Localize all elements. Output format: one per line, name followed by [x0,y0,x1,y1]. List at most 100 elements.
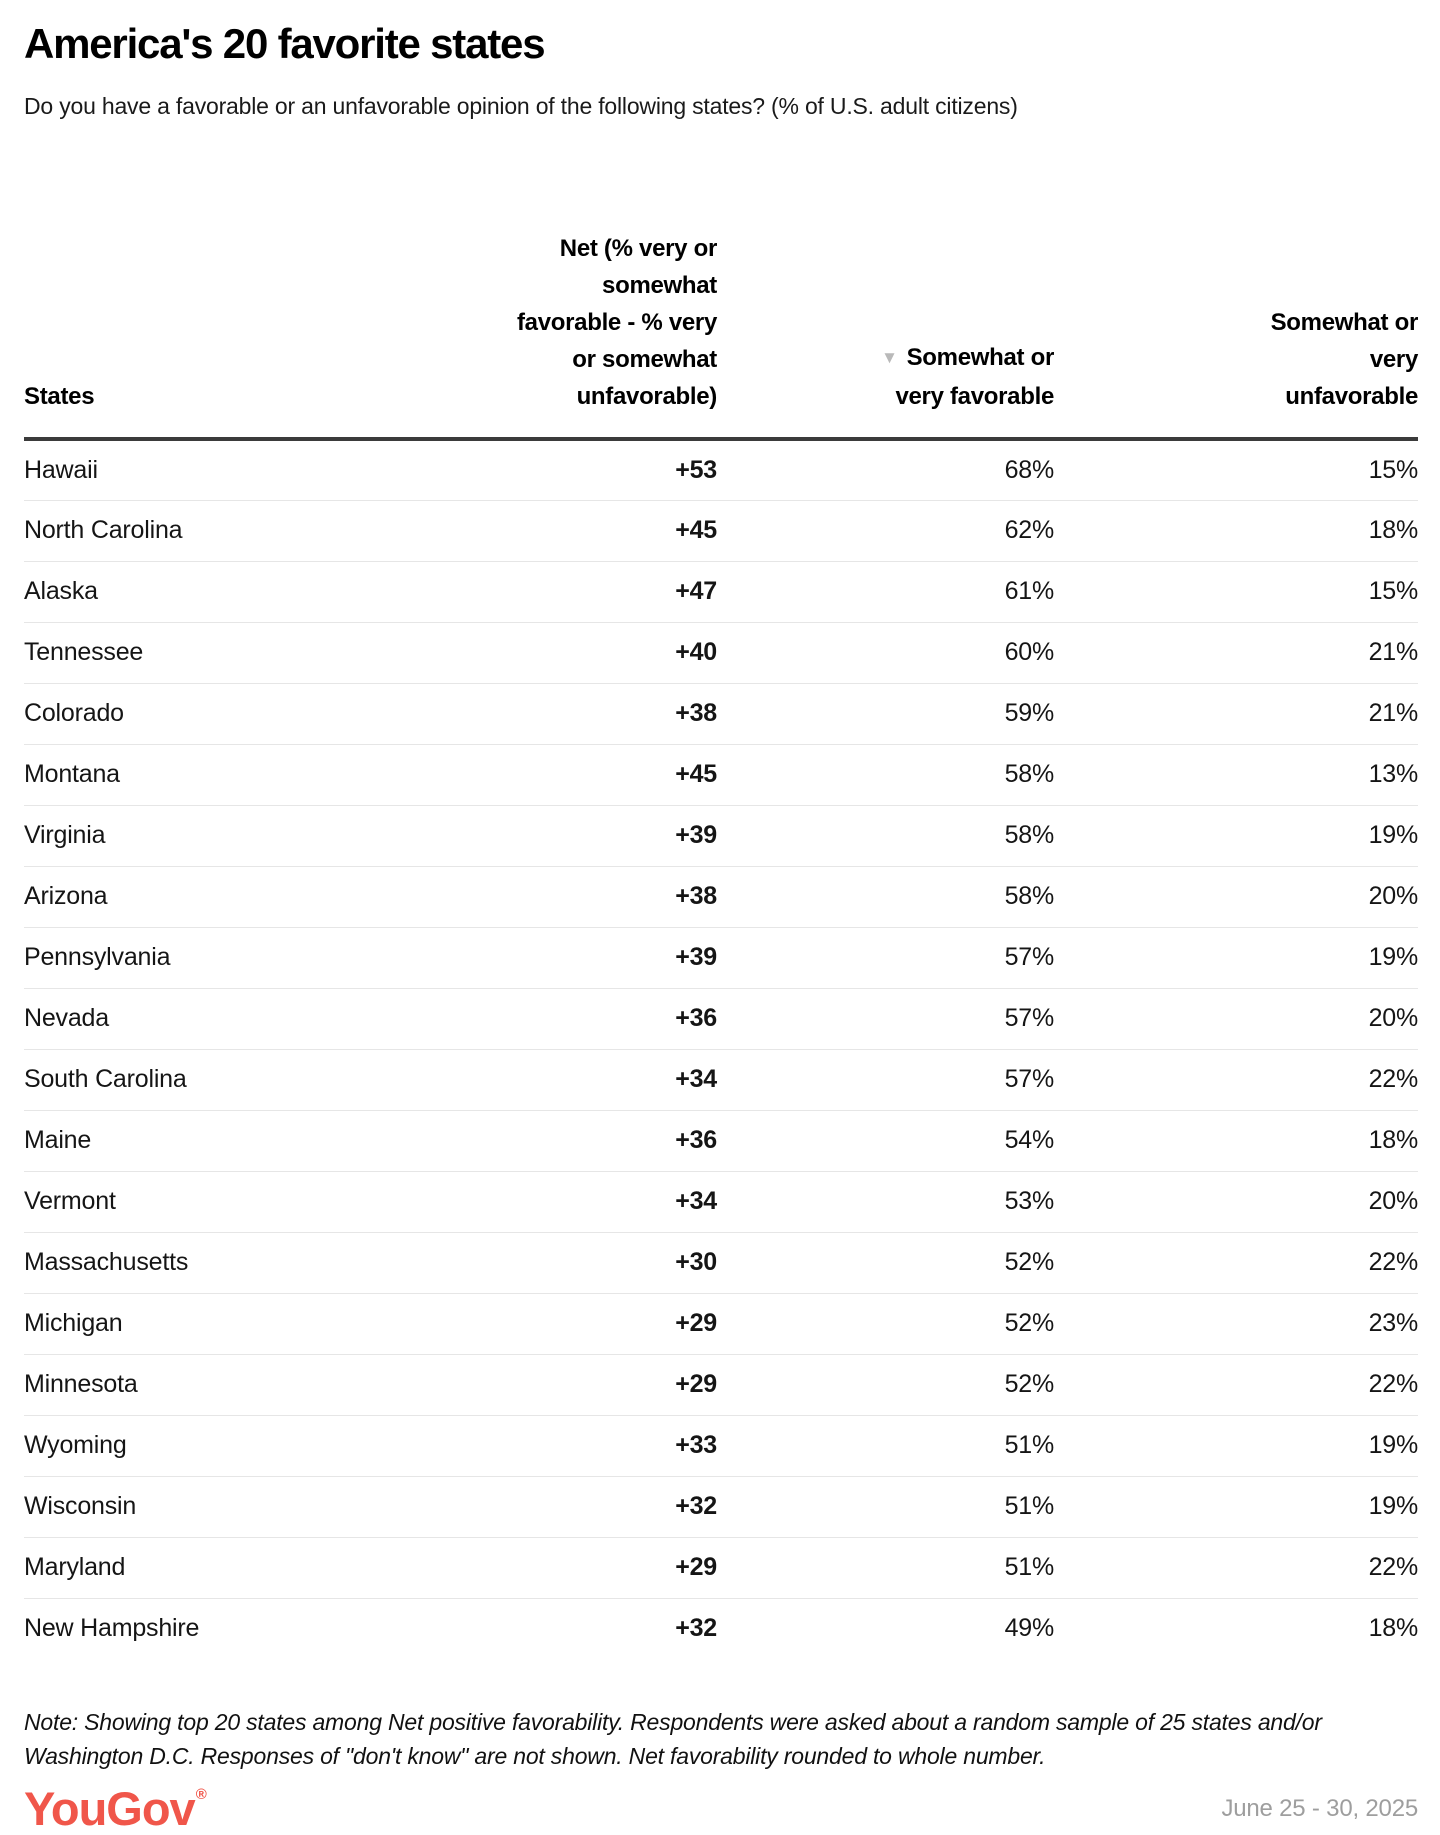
net-favorability-value: +38 [424,866,717,928]
table-row: Alaska +47 61% 15% [24,561,1418,623]
state-name: Tennessee [24,622,424,684]
table-row: Montana +45 58% 13% [24,744,1418,806]
favorable-value: 51% [717,1476,1054,1538]
chart-subtitle: Do you have a favorable or an unfavorabl… [24,93,1018,120]
unfavorable-value: 18% [1054,1110,1418,1172]
table-row: Pennsylvania +39 57% 19% [24,927,1418,989]
favorable-value: 52% [717,1354,1054,1416]
col-header-net-favorability: Net (% very or somewhat favorable - % ve… [424,230,717,442]
date-range: June 25 - 30, 2025 [1221,1794,1418,1822]
table-row: Massachusetts +30 52% 22% [24,1232,1418,1294]
net-favorability-value: +47 [424,561,717,623]
unfavorable-value: 20% [1054,988,1418,1050]
col-header-states: States [24,230,424,442]
registered-trademark-icon: ® [195,1786,207,1804]
state-name: North Carolina [24,500,424,562]
net-favorability-value: +33 [424,1415,717,1477]
net-favorability-value: +36 [424,1110,717,1172]
unfavorable-value: 22% [1054,1354,1418,1416]
table-header-row: States Net (% very or somewhat favorable… [24,230,1418,442]
table-row: Wyoming +33 51% 19% [24,1415,1418,1477]
net-favorability-value: +39 [424,927,717,989]
state-name: South Carolina [24,1049,424,1111]
favorable-value: 58% [717,866,1054,928]
net-favorability-value: +34 [424,1171,717,1233]
state-name: Minnesota [24,1354,424,1416]
state-name: Colorado [24,683,424,745]
favorable-value: 57% [717,1049,1054,1111]
net-favorability-value: +32 [424,1476,717,1538]
favorable-value: 57% [717,988,1054,1050]
table-row: Maryland +29 51% 22% [24,1537,1418,1599]
table-row: Vermont +34 53% 20% [24,1171,1418,1233]
unfavorable-value: 15% [1054,561,1418,623]
net-favorability-value: +53 [424,439,717,501]
favorable-value: 52% [717,1232,1054,1294]
state-name: Alaska [24,561,424,623]
state-name: Pennsylvania [24,927,424,989]
col-header-favorable[interactable]: ▼ Somewhat or very favorable [717,230,1054,442]
favorable-value: 62% [717,500,1054,562]
favorable-value: 57% [717,927,1054,989]
unfavorable-value: 13% [1054,744,1418,806]
favorable-value: 53% [717,1171,1054,1233]
favorability-table: States Net (% very or somewhat favorable… [24,230,1418,1659]
unfavorable-value: 18% [1368,1614,1419,1643]
yougov-logo: YouGov® [24,1782,207,1835]
col-header-unfavorable: Somewhat or very unfavorable [1054,230,1418,442]
unfavorable-value: 21% [1054,622,1418,684]
unfavorable-value: 22% [1054,1049,1418,1111]
unfavorable-value: 20% [1054,1171,1418,1233]
table-row: Wisconsin +32 51% 19% [24,1476,1418,1538]
unfavorable-value: 19% [1054,927,1418,989]
table-row: Hawaii +53 68% 15% [24,439,1418,501]
favorable-value: 58% [717,744,1054,806]
net-favorability-value: +40 [424,622,717,684]
table-header: States Net (% very or somewhat favorable… [24,230,1418,442]
unfavorable-value: 20% [1054,866,1418,928]
unfavorable-value: 23% [1054,1293,1418,1355]
unfavorable-value: 21% [1054,683,1418,745]
state-name: Maine [24,1110,424,1172]
yougov-logo-text: YouGov [24,1782,196,1835]
favorable-value: 49% [1004,1614,1055,1643]
state-name: Virginia [24,805,424,867]
state-name: Wyoming [24,1415,424,1477]
table-row: Virginia +39 58% 19% [24,805,1418,867]
state-name: New Hampshire [24,1614,200,1643]
net-favorability-value: +29 [424,1293,717,1355]
footer: YouGov® June 25 - 30, 2025 [24,1785,1418,1832]
footnote: Note: Showing top 20 states among Net po… [24,1709,1322,1770]
favorable-value: 58% [717,805,1054,867]
unfavorable-value: 22% [1054,1232,1418,1294]
table-row: South Carolina +34 57% 22% [24,1049,1418,1111]
states-table-body: Hawaii +53 68% 15% North Carolina +45 62% 18% Al… [24,439,1418,1659]
table-row: Minnesota +29 52% 22% [24,1354,1418,1416]
unfavorable-value: 19% [1054,1476,1418,1538]
table-row: Tennessee +40 60% 21% [24,622,1418,684]
unfavorable-value: 19% [1054,805,1418,867]
net-favorability-value: +29 [424,1354,717,1416]
state-name: Nevada [24,988,424,1050]
unfavorable-value: 22% [1054,1537,1418,1599]
favorable-value: 52% [717,1293,1054,1355]
favorable-value: 60% [717,622,1054,684]
chart-title: America's 20 favorite states [24,20,546,67]
net-favorability-value: +45 [424,500,717,562]
state-name: Wisconsin [24,1476,424,1538]
state-name: Hawaii [24,439,424,501]
table-row: North Carolina +45 62% 18% [24,500,1418,562]
state-name: Vermont [24,1171,424,1233]
table-row: Michigan +29 52% 23% [24,1293,1418,1355]
favorable-value: 68% [717,439,1054,501]
net-favorability-value: +30 [424,1232,717,1294]
col-header-favorable-label: Somewhat or very favorable [895,344,1054,411]
favorable-value: 59% [717,683,1054,745]
net-favorability-value: +39 [424,805,717,867]
favorable-value: 54% [717,1110,1054,1172]
state-name: Maryland [24,1537,424,1599]
state-name: Arizona [24,866,424,928]
net-favorability-value: +32 [675,1614,717,1643]
net-favorability-value: +34 [424,1049,717,1111]
table-row: Maine +36 54% 18% [24,1110,1418,1172]
